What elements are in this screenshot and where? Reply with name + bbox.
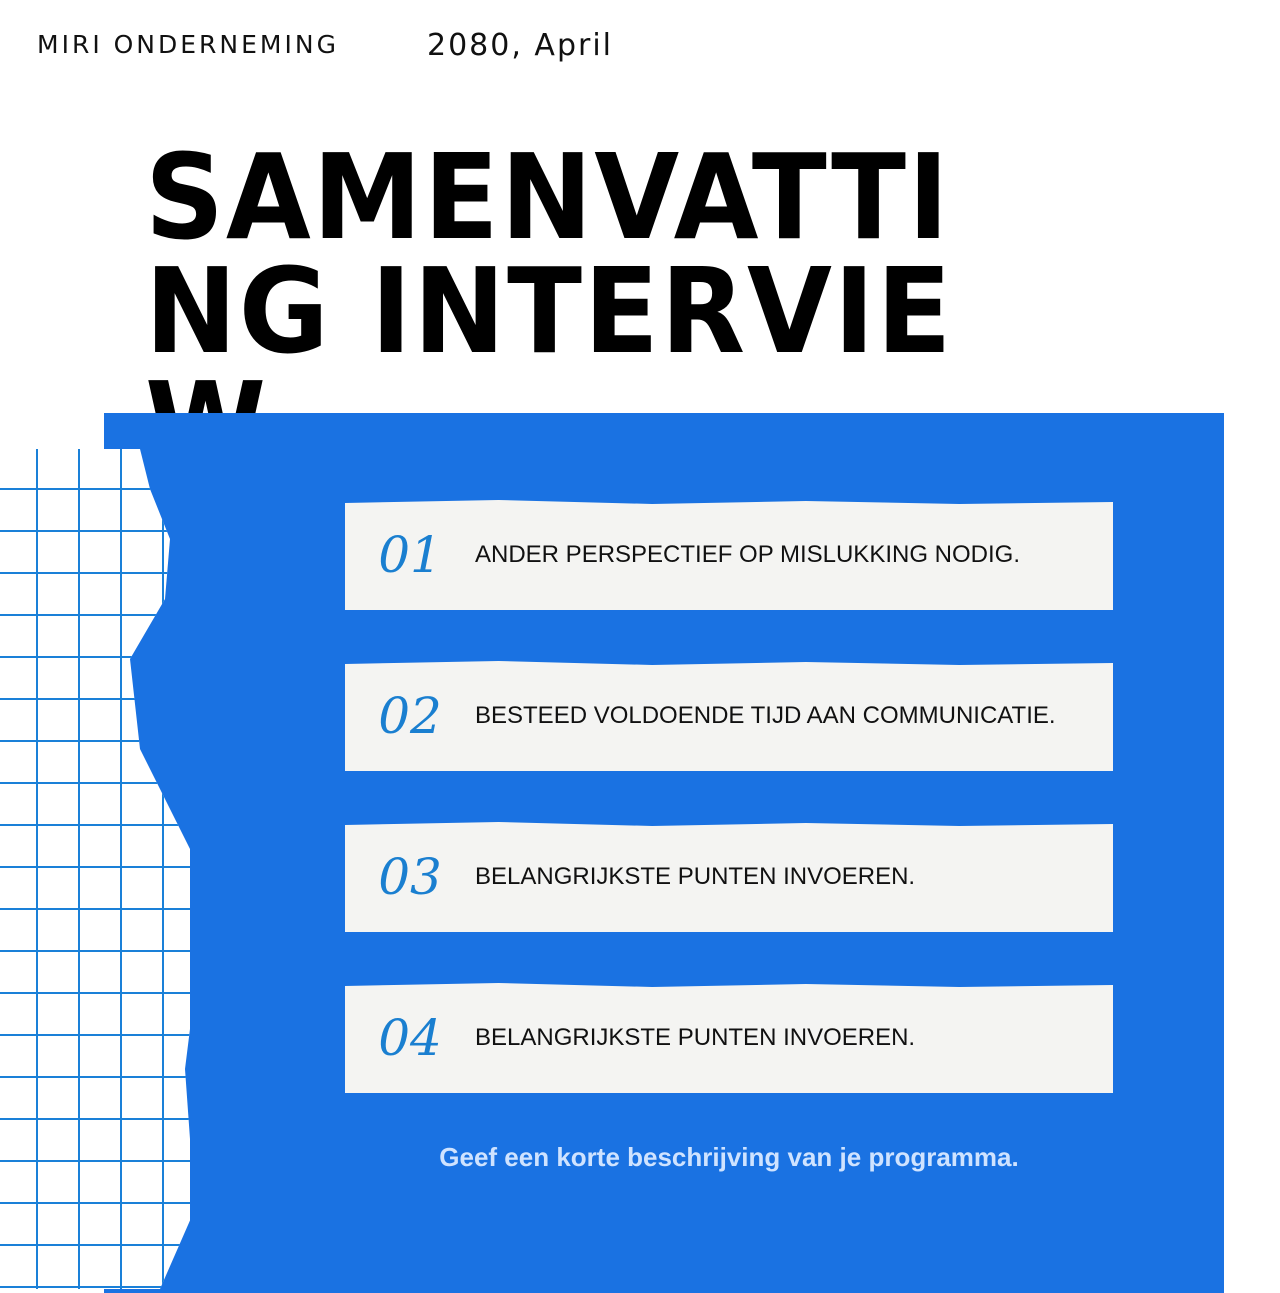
item-number: 04: [378, 1009, 442, 1067]
list-item: 03 BELANGRIJKSTE PUNTEN INVOEREN.: [345, 822, 1113, 932]
page-title: SAMENVATTING INTERVIEW: [145, 128, 954, 484]
item-text: ANDER PERSPECTIEF OP MISLUKKING NODIG.: [475, 541, 1020, 568]
date: 2080, April: [427, 28, 613, 63]
item-text: BELANGRIJKSTE PUNTEN INVOEREN.: [475, 1024, 916, 1051]
item-number: 02: [378, 687, 442, 745]
item-text: BELANGRIJKSTE PUNTEN INVOEREN.: [475, 863, 916, 890]
list-item: 04 BELANGRIJKSTE PUNTEN INVOEREN.: [345, 983, 1113, 1093]
list-item: 01 ANDER PERSPECTIEF OP MISLUKKING NODIG…: [345, 500, 1113, 610]
torn-grid-paper: [0, 449, 190, 1289]
item-text: BESTEED VOLDOENDE TIJD AAN COMMUNICATIE.: [475, 702, 1056, 729]
brand-name: MIRI ONDERNEMING: [37, 30, 339, 59]
item-number: 01: [378, 526, 442, 584]
list-item: 02 BESTEED VOLDOENDE TIJD AAN COMMUNICAT…: [345, 661, 1113, 771]
footer-description: Geef een korte beschrijving van je progr…: [439, 1142, 1019, 1172]
item-number: 03: [378, 848, 442, 906]
